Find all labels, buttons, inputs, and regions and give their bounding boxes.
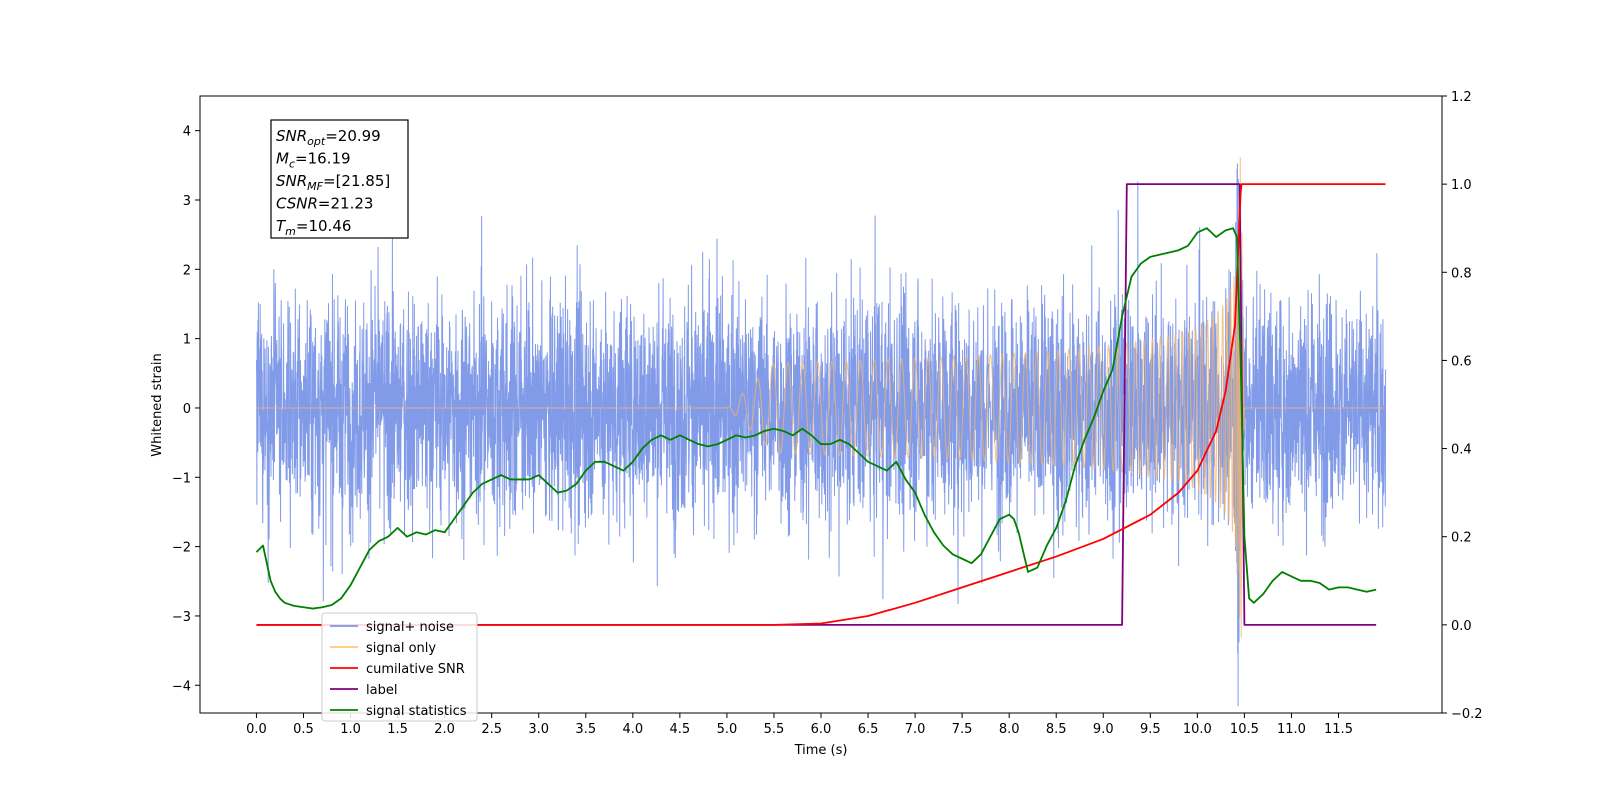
y-left-tick-label: 1	[183, 333, 191, 348]
x-axis-label: Time (s)	[794, 743, 848, 758]
annotation-frame	[270, 119, 409, 239]
y-axis-right: −0.2 0.0 0.2 0.4 0.6 0.8 1.0 1.2	[1442, 90, 1483, 722]
x-tick-label: 4.5	[670, 722, 691, 737]
legend-frame	[321, 612, 478, 722]
x-tick-label: 6.5	[858, 722, 879, 737]
series-signal-only	[256, 157, 1386, 638]
x-tick-label: 9.5	[1140, 722, 1161, 737]
x-tick-label: 0.0	[246, 722, 267, 737]
legend-label: signal only	[366, 641, 436, 656]
x-tick-label: 7.0	[905, 722, 926, 737]
legend-label: label	[366, 683, 397, 698]
y-left-tick-label: 0	[183, 402, 191, 417]
x-tick-label: 4.0	[622, 722, 643, 737]
x-tick-label: 2.5	[481, 722, 502, 737]
x-tick-label: 10.5	[1230, 722, 1259, 737]
series-cumulative-snr	[256, 183, 1386, 626]
y-right-tick-label: 1.0	[1451, 178, 1472, 193]
annotation-line: Tm=10.46	[276, 217, 351, 238]
annotation-line: CSNR=21.23	[276, 195, 373, 213]
y-left-tick-label: −4	[172, 679, 191, 694]
series-layer	[255, 157, 1387, 707]
x-tick-label: 1.5	[387, 722, 408, 737]
y-right-tick-label: 0.2	[1451, 531, 1472, 546]
x-tick-label: 3.5	[575, 722, 596, 737]
x-tick-label: 5.5	[764, 722, 785, 737]
x-tick-label: 3.0	[528, 722, 549, 737]
x-tick-label: 11.5	[1324, 722, 1353, 737]
x-tick-label: 5.0	[717, 722, 738, 737]
y-left-tick-label: −1	[172, 471, 191, 486]
x-tick-label: 0.5	[293, 722, 314, 737]
x-tick-label: 11.0	[1277, 722, 1306, 737]
legend-label: cumilative SNR	[366, 662, 465, 677]
x-tick-label: 8.5	[1046, 722, 1067, 737]
y-right-tick-label: 0.4	[1451, 443, 1472, 458]
x-tick-label: 2.0	[434, 722, 455, 737]
y-axis-left: −4 −3 −2 −1 0 1 2 3 4	[172, 125, 200, 694]
series-label	[256, 183, 1377, 626]
y-axis-label: Whitened strain	[150, 353, 165, 456]
y-left-tick-label: 2	[183, 263, 191, 278]
x-tick-label: 1.0	[340, 722, 361, 737]
y-right-tick-label: 0.0	[1451, 619, 1472, 634]
y-right-tick-label: 0.6	[1451, 354, 1472, 369]
legend: signal+ noise signal only cumilative SNR la…	[321, 612, 478, 722]
y-right-tick-label: 0.8	[1451, 266, 1472, 281]
annotation-line: Mc=16.19	[276, 150, 351, 171]
y-left-tick-label: −2	[172, 541, 191, 556]
x-tick-label: 7.5	[952, 722, 973, 737]
x-tick-label: 10.0	[1183, 722, 1212, 737]
x-tick-label: 9.0	[1093, 722, 1114, 737]
legend-label: signal+ noise	[366, 620, 454, 635]
annotation-line: SNRopt=20.99	[276, 127, 381, 148]
y-left-tick-label: −3	[172, 610, 191, 625]
y-right-tick-label: −0.2	[1451, 707, 1483, 722]
y-left-tick-label: 4	[183, 125, 191, 140]
annotation-line: SNRMF=[21.85]	[276, 172, 390, 193]
y-left-tick-label: 3	[183, 194, 191, 209]
x-tick-label: 6.0	[811, 722, 832, 737]
x-axis: 0.0 0.5 1.0 1.5 2.0 2.5 3.0 3.5 4.0 4.5 5.0 5.5 6.0 6…	[246, 713, 1353, 737]
y-right-tick-label: 1.2	[1451, 90, 1472, 105]
series-signal-statistics	[255, 227, 1377, 610]
x-tick-label: 8.0	[999, 722, 1020, 737]
legend-label: signal statistics	[366, 704, 467, 719]
